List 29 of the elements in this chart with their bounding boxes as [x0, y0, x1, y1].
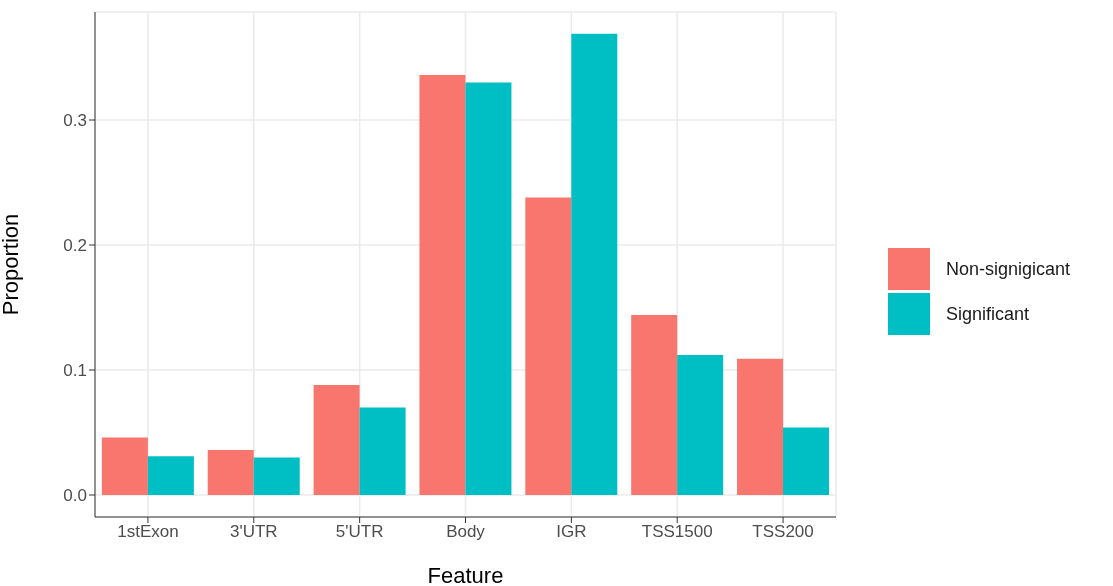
y-tick-label: 0.3 — [63, 111, 87, 131]
bar — [313, 385, 360, 495]
x-tick-label: 3'UTR — [229, 522, 278, 542]
bar — [101, 437, 148, 495]
y-tick-label: 0.1 — [63, 361, 87, 381]
bar — [253, 457, 300, 495]
bar — [783, 427, 830, 495]
bar — [465, 82, 512, 495]
y-tick-label: 0.2 — [63, 236, 87, 256]
bar — [359, 407, 406, 495]
x-tick-label: IGR — [556, 522, 587, 542]
y-axis-title: Proportion — [0, 213, 23, 316]
y-tick-label: 0.0 — [63, 486, 87, 506]
bar — [631, 315, 678, 495]
x-axis-title: Feature — [427, 563, 504, 586]
x-tick-label: 1stExon — [117, 522, 179, 542]
bar — [525, 197, 572, 495]
x-tick-label: 5'UTR — [335, 522, 384, 542]
bar — [419, 75, 466, 495]
bar — [147, 456, 194, 495]
legend-label: Non-signigicant — [946, 258, 1071, 280]
bar — [207, 450, 254, 495]
bar — [677, 355, 724, 495]
legend-label: Significant — [946, 303, 1030, 325]
x-tick-label: TSS1500 — [641, 522, 713, 542]
x-tick-label: TSS200 — [752, 522, 814, 542]
x-tick-label: Body — [446, 522, 486, 542]
bar — [737, 358, 784, 495]
bar — [571, 33, 618, 495]
